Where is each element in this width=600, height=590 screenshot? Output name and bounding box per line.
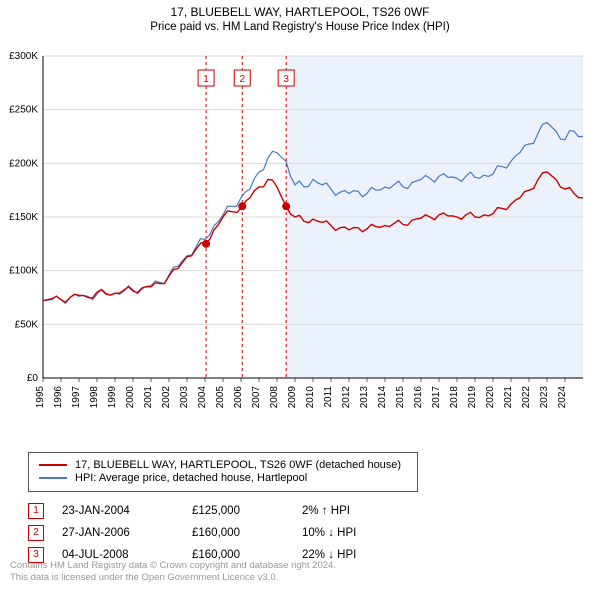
- sales-table: 1 23-JAN-2004 £125,000 2% ↑ HPI 2 27-JAN…: [28, 500, 356, 566]
- legend-label: HPI: Average price, detached house, Hart…: [75, 472, 307, 484]
- svg-text:1995: 1995: [35, 386, 46, 409]
- svg-text:£300K: £300K: [9, 51, 38, 62]
- legend: 17, BLUEBELL WAY, HARTLEPOOL, TS26 0WF (…: [28, 452, 418, 492]
- svg-text:1997: 1997: [71, 386, 82, 409]
- svg-text:2023: 2023: [539, 386, 550, 409]
- sale-date: 23-JAN-2004: [62, 500, 192, 522]
- footer: Contains HM Land Registry data © Crown c…: [10, 560, 336, 584]
- svg-text:£250K: £250K: [9, 105, 38, 116]
- table-row: 1 23-JAN-2004 £125,000 2% ↑ HPI: [28, 500, 356, 522]
- table-row: 2 27-JAN-2006 £160,000 10% ↓ HPI: [28, 522, 356, 544]
- svg-text:2003: 2003: [179, 386, 190, 409]
- svg-text:2011: 2011: [323, 386, 334, 408]
- svg-text:£0: £0: [27, 373, 39, 384]
- svg-text:1998: 1998: [89, 386, 100, 409]
- svg-text:2002: 2002: [161, 386, 172, 409]
- svg-text:2022: 2022: [521, 386, 532, 409]
- sale-marker-icon: 1: [28, 503, 44, 519]
- svg-text:3: 3: [283, 74, 289, 85]
- svg-text:£200K: £200K: [9, 158, 38, 169]
- svg-text:2013: 2013: [359, 386, 370, 409]
- svg-text:2017: 2017: [431, 386, 442, 409]
- svg-text:1: 1: [203, 74, 209, 85]
- legend-swatch-2: [39, 477, 67, 479]
- svg-text:2: 2: [239, 74, 245, 85]
- svg-text:2021: 2021: [503, 386, 514, 409]
- svg-text:2019: 2019: [467, 386, 478, 409]
- svg-text:£50K: £50K: [15, 319, 39, 330]
- svg-text:2015: 2015: [395, 386, 406, 409]
- svg-text:2020: 2020: [485, 386, 496, 409]
- sale-price: £160,000: [192, 522, 302, 544]
- sale-price: £125,000: [192, 500, 302, 522]
- footer-line2: This data is licensed under the Open Gov…: [10, 572, 336, 584]
- svg-text:2001: 2001: [143, 386, 154, 409]
- svg-text:1996: 1996: [53, 386, 64, 409]
- svg-text:2009: 2009: [287, 386, 298, 409]
- svg-text:2018: 2018: [449, 386, 460, 409]
- sale-hpi-diff: 10% ↓ HPI: [302, 522, 356, 544]
- legend-row: 17, BLUEBELL WAY, HARTLEPOOL, TS26 0WF (…: [39, 459, 407, 471]
- svg-text:2012: 2012: [341, 386, 352, 409]
- legend-row: HPI: Average price, detached house, Hart…: [39, 472, 407, 484]
- legend-label: 17, BLUEBELL WAY, HARTLEPOOL, TS26 0WF (…: [75, 459, 401, 471]
- sale-hpi-diff: 2% ↑ HPI: [302, 500, 356, 522]
- svg-text:2005: 2005: [215, 386, 226, 409]
- svg-text:2008: 2008: [269, 386, 280, 409]
- svg-text:2016: 2016: [413, 386, 424, 409]
- legend-swatch-1: [39, 464, 67, 466]
- footer-line1: Contains HM Land Registry data © Crown c…: [10, 560, 336, 572]
- svg-text:£100K: £100K: [9, 266, 38, 277]
- svg-text:2014: 2014: [377, 386, 388, 409]
- sale-date: 27-JAN-2006: [62, 522, 192, 544]
- svg-text:1999: 1999: [107, 386, 118, 409]
- svg-text:2007: 2007: [251, 386, 262, 409]
- svg-text:2000: 2000: [125, 386, 136, 409]
- svg-text:2004: 2004: [197, 386, 208, 409]
- sale-marker-icon: 2: [28, 525, 44, 541]
- svg-text:2024: 2024: [557, 386, 568, 409]
- svg-text:2006: 2006: [233, 386, 244, 409]
- svg-text:£150K: £150K: [9, 212, 38, 223]
- svg-text:2010: 2010: [305, 386, 316, 409]
